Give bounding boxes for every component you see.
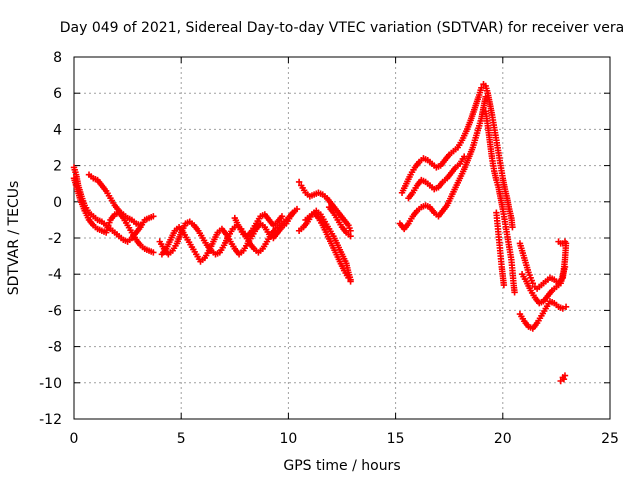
y-axis-label: SDTVAR / TECUs (6, 181, 22, 296)
x-tick-label: 25 (601, 431, 619, 447)
data-point (347, 227, 354, 234)
data-point (150, 213, 157, 220)
x-tick-label: 20 (494, 431, 512, 447)
y-tick-label: 2 (53, 159, 62, 175)
x-axis-label: GPS time / hours (283, 458, 400, 474)
y-tick-label: 6 (53, 86, 62, 102)
x-tick-label: 5 (177, 431, 186, 447)
y-tick-label: -6 (48, 303, 62, 319)
data-point (347, 232, 354, 240)
data-point (278, 213, 286, 220)
data-point (559, 305, 567, 312)
y-tick-label: -12 (39, 412, 62, 428)
data-point (137, 222, 144, 229)
data-point (509, 223, 516, 231)
x-tick-label: 10 (279, 431, 297, 447)
y-tick-label: 8 (53, 50, 62, 66)
chart-title: Day 049 of 2021, Sidereal Day-to-day VTE… (60, 20, 624, 36)
data-point (347, 278, 354, 285)
y-tick-label: -4 (48, 267, 62, 283)
data-point (557, 377, 564, 385)
data-point (560, 375, 568, 383)
data-point (561, 238, 569, 245)
y-tick-label: 0 (53, 195, 62, 211)
data-point (461, 153, 468, 160)
data-point (345, 274, 352, 282)
data-point (561, 372, 569, 379)
data-point (561, 263, 569, 271)
data-point (150, 249, 157, 256)
x-tick-label: 15 (387, 431, 405, 447)
data-point (529, 280, 537, 287)
data-point (511, 289, 518, 296)
data-point (295, 178, 303, 186)
grid (74, 57, 610, 419)
axis-ticks: 0 5 10 15 20 25 -12 -10 -8 -6 -4 -2 0 2 4 6 8 (39, 50, 619, 447)
x-tick-label: 0 (70, 431, 79, 447)
y-tick-label: -10 (39, 376, 62, 392)
y-tick-label: 4 (53, 122, 62, 138)
y-tick-label: -8 (48, 340, 62, 356)
data-point (562, 303, 570, 310)
data-point (291, 207, 299, 215)
y-tick-label: -2 (48, 231, 62, 247)
data-point (500, 281, 508, 289)
data-series (70, 80, 570, 385)
